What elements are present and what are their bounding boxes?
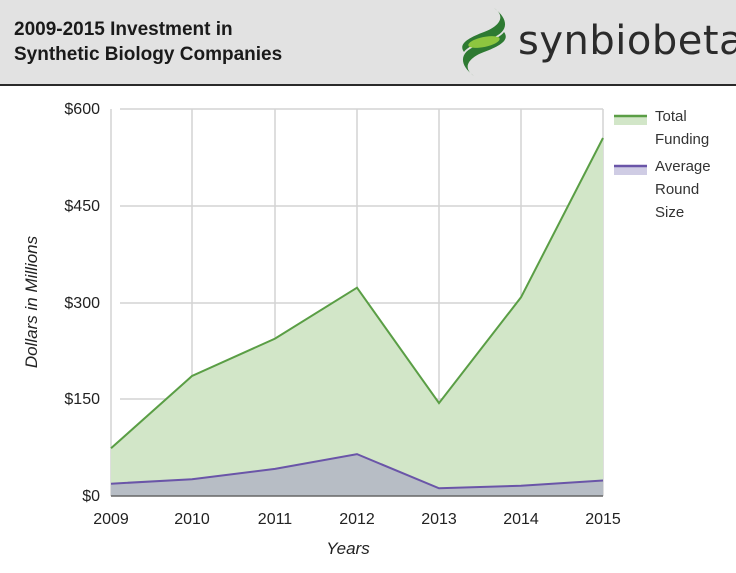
legend-label: Round <box>655 181 699 198</box>
y-tick: $300 <box>64 295 100 312</box>
title-line-1: 2009-2015 Investment in <box>14 17 282 42</box>
y-axis-ticks: $0 $150 $300 $450 $600 <box>64 101 100 505</box>
x-tick: 2013 <box>421 511 457 528</box>
x-tick: 2012 <box>339 511 375 528</box>
legend-label: Average <box>655 158 711 175</box>
legend-item-total-funding[interactable]: Total Funding <box>614 108 709 148</box>
chart-title: 2009-2015 Investment in Synthetic Biolog… <box>14 17 282 67</box>
synbiobeta-logo: synbiobeta <box>454 6 724 78</box>
y-tick: $0 <box>82 488 100 505</box>
legend-label: Size <box>655 204 684 221</box>
y-tick: $600 <box>64 101 100 118</box>
legend-label: Funding <box>655 131 709 148</box>
legend-swatch-avg <box>614 166 647 175</box>
x-axis-label: Years <box>326 539 370 558</box>
legend-item-average-round-size[interactable]: Average Round Size <box>614 158 711 221</box>
x-tick: 2010 <box>174 511 210 528</box>
x-tick: 2009 <box>93 511 129 528</box>
y-tick: $450 <box>64 198 100 215</box>
helix-logo-icon <box>454 6 514 78</box>
x-axis-ticks: 2009 2010 2011 2012 2013 2014 2015 <box>93 511 621 528</box>
y-tick: $150 <box>64 391 100 408</box>
chart-header: 2009-2015 Investment in Synthetic Biolog… <box>0 0 736 86</box>
legend-label: Total <box>655 108 687 125</box>
y-axis-label: Dollars in Millions <box>22 235 41 368</box>
x-tick: 2011 <box>258 511 293 528</box>
x-tick: 2014 <box>503 511 539 528</box>
legend: Total Funding Average Round Size <box>614 108 711 221</box>
logo-text: synbiobeta <box>518 18 736 64</box>
area-chart: $0 $150 $300 $450 $600 2009 2010 2011 20… <box>0 86 736 573</box>
legend-swatch-total <box>614 116 647 125</box>
title-line-2: Synthetic Biology Companies <box>14 42 282 67</box>
x-tick: 2015 <box>585 511 621 528</box>
